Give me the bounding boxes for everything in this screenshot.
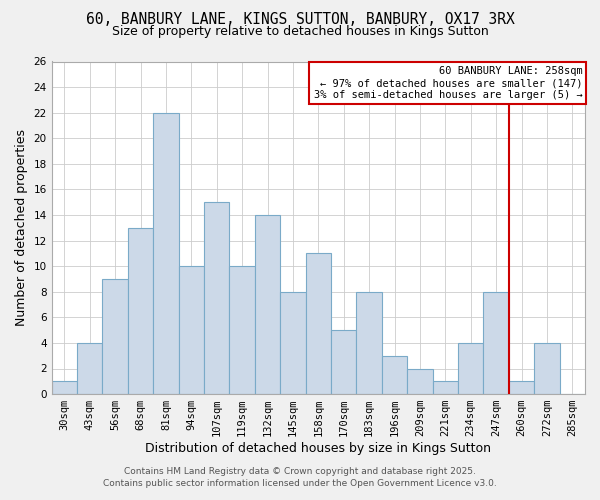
Bar bbox=[534, 343, 560, 394]
Bar bbox=[356, 292, 382, 394]
Bar bbox=[331, 330, 356, 394]
Y-axis label: Number of detached properties: Number of detached properties bbox=[15, 130, 28, 326]
Bar bbox=[52, 382, 77, 394]
Bar bbox=[179, 266, 204, 394]
Bar bbox=[280, 292, 305, 394]
Text: Contains HM Land Registry data © Crown copyright and database right 2025.
Contai: Contains HM Land Registry data © Crown c… bbox=[103, 466, 497, 487]
Text: 60 BANBURY LANE: 258sqm
← 97% of detached houses are smaller (147)
3% of semi-de: 60 BANBURY LANE: 258sqm ← 97% of detache… bbox=[314, 66, 583, 100]
Text: 60, BANBURY LANE, KINGS SUTTON, BANBURY, OX17 3RX: 60, BANBURY LANE, KINGS SUTTON, BANBURY,… bbox=[86, 12, 514, 28]
Bar bbox=[433, 382, 458, 394]
Text: Size of property relative to detached houses in Kings Sutton: Size of property relative to detached ho… bbox=[112, 25, 488, 38]
Bar bbox=[305, 254, 331, 394]
X-axis label: Distribution of detached houses by size in Kings Sutton: Distribution of detached houses by size … bbox=[145, 442, 491, 455]
Bar bbox=[484, 292, 509, 394]
Bar bbox=[255, 215, 280, 394]
Bar bbox=[229, 266, 255, 394]
Bar bbox=[204, 202, 229, 394]
Bar bbox=[458, 343, 484, 394]
Bar bbox=[77, 343, 103, 394]
Bar bbox=[153, 112, 179, 394]
Bar bbox=[128, 228, 153, 394]
Bar bbox=[103, 279, 128, 394]
Bar bbox=[509, 382, 534, 394]
Bar bbox=[382, 356, 407, 394]
Bar bbox=[407, 368, 433, 394]
